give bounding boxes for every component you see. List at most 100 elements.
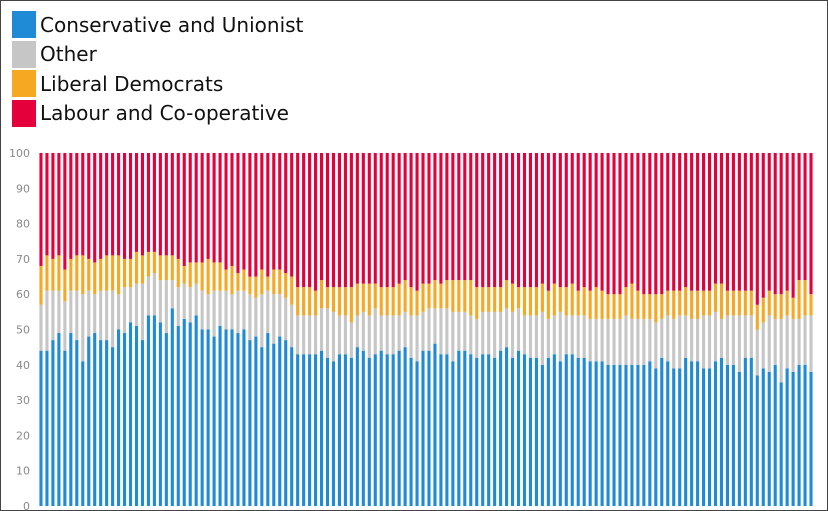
bar-segment-labour-and-co-operative: [690, 153, 694, 291]
bar-segment-labour-and-co-operative: [81, 153, 85, 256]
bar-segment-labour-and-co-operative: [487, 153, 491, 288]
bar-segment-labour-and-co-operative: [630, 153, 634, 284]
bar-segment-labour-and-co-operative: [433, 153, 437, 281]
bar-segment-liberal-democrats: [81, 255, 85, 295]
bar-segment-other: [409, 315, 413, 358]
bar-segment-other: [433, 308, 437, 344]
bar-segment-liberal-democrats: [397, 283, 401, 316]
bar-segment-other: [272, 294, 276, 344]
bar-segment-conservative-and-unionist: [445, 354, 449, 506]
legend-swatch-other: [12, 40, 36, 68]
bar-segment-other: [51, 290, 55, 341]
bar-segment-labour-and-co-operative: [439, 153, 443, 284]
bar-segment-other: [719, 318, 724, 358]
bar-segment-liberal-democrats: [391, 287, 395, 316]
bar-segment-other: [439, 308, 443, 355]
bar-segment-liberal-democrats: [99, 258, 103, 291]
bar-segment-liberal-democrats: [743, 290, 747, 316]
bar-segment-other: [206, 294, 210, 330]
bar-segment-other: [63, 301, 67, 351]
bar-segment-other: [767, 315, 771, 372]
bar-segment-liberal-democrats: [696, 290, 700, 319]
bar-segment-conservative-and-unionist: [409, 357, 413, 506]
bar-segment-conservative-and-unionist: [743, 357, 747, 506]
y-tick-label: 60: [16, 288, 30, 301]
bar-segment-conservative-and-unionist: [421, 350, 425, 506]
bar-segment-labour-and-co-operative: [188, 153, 192, 263]
bars-layer: [39, 153, 813, 506]
bar-segment-conservative-and-unionist: [176, 325, 180, 506]
bar-segment-liberal-democrats: [164, 255, 168, 281]
bar-segment-conservative-and-unionist: [296, 354, 300, 506]
bar-segment-conservative-and-unionist: [767, 371, 771, 506]
bar-segment-conservative-and-unionist: [230, 329, 234, 506]
bar-segment-liberal-democrats: [612, 294, 616, 319]
bar-segment-liberal-democrats: [206, 258, 210, 295]
bar-segment-other: [308, 315, 312, 355]
bar-segment-labour-and-co-operative: [809, 153, 813, 295]
legend-label-liberal-democrats: Liberal Democrats: [40, 71, 224, 96]
bar-segment-liberal-democrats: [194, 262, 198, 284]
bar-segment-other: [302, 315, 306, 355]
bar-segment-liberal-democrats: [624, 287, 628, 316]
bar-segment-conservative-and-unionist: [337, 354, 341, 506]
bar-segment-labour-and-co-operative: [564, 153, 568, 288]
bar-segment-conservative-and-unionist: [260, 347, 264, 506]
bar-segment-other: [391, 315, 395, 355]
bar-segment-labour-and-co-operative: [361, 153, 365, 284]
bar-segment-liberal-democrats: [409, 287, 413, 316]
bar-segment-conservative-and-unionist: [397, 350, 401, 506]
bar-segment-liberal-democrats: [373, 283, 377, 309]
bar-segment-conservative-and-unionist: [290, 347, 294, 506]
bar-segment-liberal-democrats: [606, 294, 610, 319]
bar-segment-labour-and-co-operative: [397, 153, 401, 284]
bar-segment-conservative-and-unionist: [278, 336, 282, 506]
bar-segment-other: [427, 308, 431, 351]
bar-segment-liberal-democrats: [564, 287, 568, 316]
bar-segment-other: [493, 311, 497, 358]
bar-segment-liberal-democrats: [481, 287, 485, 312]
bar-segment-liberal-democrats: [666, 290, 670, 316]
bar-segment-liberal-democrats: [713, 283, 718, 312]
bar-segment-conservative-and-unionist: [93, 333, 97, 506]
bar-segment-conservative-and-unionist: [791, 371, 795, 506]
bar-segment-labour-and-co-operative: [570, 153, 574, 284]
bar-segment-other: [624, 315, 628, 365]
bar-segment-labour-and-co-operative: [445, 153, 449, 281]
bar-segment-conservative-and-unionist: [75, 340, 79, 506]
bar-segment-liberal-democrats: [570, 283, 574, 316]
bar-segment-other: [779, 318, 783, 383]
bar-segment-liberal-democrats: [534, 287, 538, 316]
bar-segment-conservative-and-unionist: [134, 325, 139, 506]
bar-segment-other: [666, 315, 670, 362]
bar-segment-liberal-democrats: [702, 290, 706, 316]
bar-segment-labour-and-co-operative: [331, 153, 336, 288]
bar-segment-labour-and-co-operative: [654, 153, 658, 295]
bar-segment-conservative-and-unionist: [600, 361, 604, 506]
bar-segment-labour-and-co-operative: [403, 153, 407, 281]
bar-segment-conservative-and-unionist: [331, 361, 336, 506]
bar-segment-liberal-democrats: [737, 290, 741, 316]
bar-segment-labour-and-co-operative: [409, 153, 413, 288]
bar-segment-other: [642, 318, 646, 365]
y-tick-label: 0: [23, 500, 30, 511]
bar-segment-other: [534, 315, 538, 358]
bar-segment-other: [75, 290, 79, 341]
bar-segment-other: [343, 315, 347, 355]
bar-segment-other: [773, 318, 777, 365]
bar-segment-liberal-democrats: [582, 287, 586, 316]
bar-segment-other: [236, 290, 240, 334]
bar-segment-conservative-and-unionist: [618, 364, 622, 506]
bar-segment-other: [128, 287, 133, 323]
bar-segment-liberal-democrats: [272, 269, 276, 295]
bar-segment-other: [690, 318, 694, 362]
bar-segment-other: [397, 315, 401, 351]
bar-segment-labour-and-co-operative: [75, 153, 79, 256]
bar-segment-liberal-democrats: [314, 290, 318, 316]
bar-segment-labour-and-co-operative: [224, 153, 228, 270]
bar-segment-labour-and-co-operative: [63, 153, 67, 270]
bar-segment-other: [93, 294, 97, 334]
bar-segment-liberal-democrats: [361, 283, 365, 312]
bar-segment-labour-and-co-operative: [176, 153, 180, 259]
bar-segment-conservative-and-unionist: [194, 315, 198, 506]
